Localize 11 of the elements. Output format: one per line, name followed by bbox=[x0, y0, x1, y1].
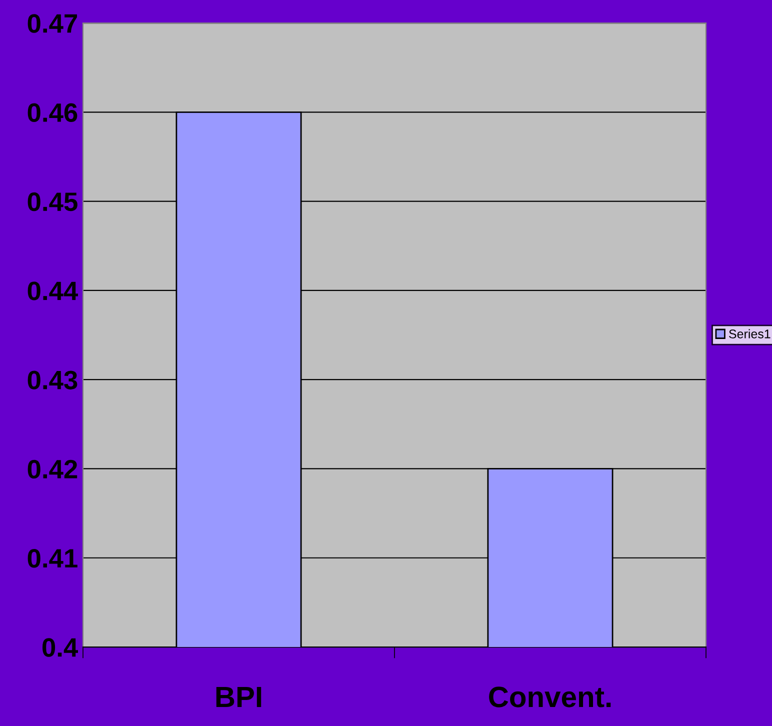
legend-label: Series1 bbox=[729, 329, 770, 338]
y-tick-label: 0.47 bbox=[28, 14, 77, 33]
y-tick-label: 0.41 bbox=[28, 549, 78, 568]
y-tick-label: 0.45 bbox=[28, 192, 78, 212]
x-tick-label: BPI bbox=[216, 686, 262, 708]
y-tick-label: 0.42 bbox=[28, 460, 78, 479]
y-tick-label: 0.43 bbox=[28, 370, 78, 390]
y-tick-label: 0.46 bbox=[28, 103, 78, 122]
y-tick-label: 0.44 bbox=[28, 282, 78, 300]
y-tick-label: 0.4 bbox=[42, 638, 78, 657]
x-tick-label: Convent. bbox=[489, 686, 611, 708]
